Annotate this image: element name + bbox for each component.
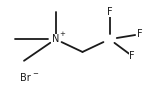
Text: Br: Br [20,73,31,83]
Text: F: F [129,51,135,61]
Text: F: F [137,29,142,39]
Text: F: F [107,7,112,17]
Text: +: + [60,31,66,37]
Text: −: − [32,70,38,77]
Text: N: N [52,34,59,44]
